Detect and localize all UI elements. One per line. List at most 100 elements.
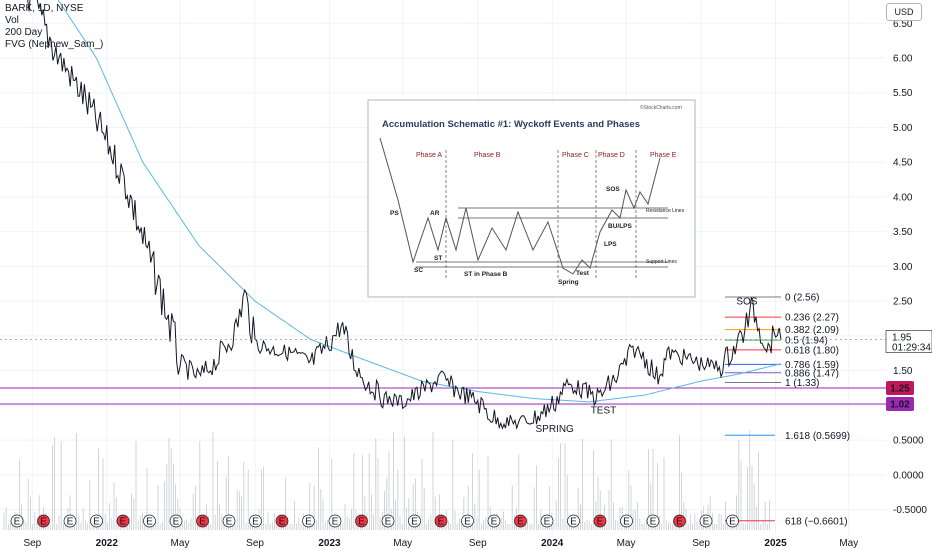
x-tick-label: May (171, 538, 190, 549)
event-marker (408, 514, 421, 528)
event-marker-letter: E (650, 517, 657, 528)
wyckoff-annotations: SOS SPRING TEST (535, 297, 757, 435)
fib-level-label: 1 (1.33) (785, 378, 819, 389)
x-tick-label: Sep (246, 538, 264, 549)
event-marker (37, 514, 50, 528)
y-tick-label: 5.50 (893, 88, 913, 99)
fib-level-label: 1.618 (0.5699) (785, 431, 850, 442)
indicator-200-day[interactable]: 200 Day (5, 27, 43, 38)
inset-frame (367, 99, 696, 298)
indicator-fvg[interactable]: FVG (Nephew_Sam_) (5, 39, 104, 50)
event-marker-letter: E (173, 517, 180, 528)
grid-lines (0, 0, 886, 535)
event-marker (699, 514, 713, 528)
annotation-label: TEST (591, 406, 617, 417)
x-tick-label: 2024 (541, 538, 564, 549)
inset-event-label: LPS (604, 241, 617, 248)
level-badge-label: 1.02 (890, 400, 910, 411)
event-marker-letter: E (438, 517, 445, 528)
y-tick-label: 3.00 (893, 262, 913, 273)
level-badge-label: 1.25 (890, 384, 910, 395)
x-tick-label: Sep (692, 538, 710, 549)
event-marker-letter: E (570, 517, 577, 528)
x-tick-label: 2025 (764, 538, 787, 549)
event-marker (275, 514, 289, 528)
y-tick-label: 3.50 (893, 227, 913, 238)
inset-phase-label: Phase A (416, 152, 442, 159)
event-marker-letter: E (305, 517, 312, 528)
price-label-box (885, 330, 932, 353)
event-marker (249, 514, 262, 528)
event-marker (620, 514, 633, 528)
event-marker-letter: E (252, 517, 259, 528)
event-marker (10, 514, 24, 528)
x-tick-label: Sep (23, 538, 41, 549)
event-marker-letter: E (120, 517, 127, 528)
event-marker (514, 514, 527, 528)
fib-level-label: 0.382 (2.09) (785, 325, 839, 336)
event-marker (355, 514, 368, 528)
time-axis[interactable]: Sep 2022 May Sep 2023 May Sep 2024 May Sep 2025 May (0, 535, 932, 550)
price-label-value: 1.95 (892, 332, 912, 343)
y-tick-label: -0.5000 (893, 505, 927, 516)
inset-event-label: BU/LPS (608, 223, 633, 230)
support-levels (0, 387, 886, 405)
inset-event-label: SC (414, 267, 423, 274)
symbol-title[interactable]: BARK, 1D, NYSE (5, 3, 84, 14)
event-marker-letter: E (676, 517, 683, 528)
fib-level-label: 618 (−0.6601) (785, 516, 848, 527)
inset-event-label: SOS (606, 186, 620, 193)
event-marker-letter: E (226, 517, 233, 528)
event-marker-letter: E (544, 517, 551, 528)
inset-event-label: ST (434, 255, 442, 262)
price-axis[interactable]: 6.506.005.505.004.504.003.503.002.502.00… (885, 0, 932, 535)
wyckoff-schematic-inset: ©StockCharts.com Accumulation Schematic #… (367, 99, 696, 298)
fib-level-label: 0 (2.56) (785, 293, 819, 304)
indicator-vol[interactable]: Vol (5, 15, 19, 26)
inset-resistance-label: Resistance Lines (646, 208, 685, 214)
event-marker-letter: E (67, 517, 74, 528)
event-marker-letter: E (385, 517, 392, 528)
fib-level-label: 0.5 (1.94) (785, 336, 828, 347)
event-marker (143, 514, 156, 528)
inset-support-label: Support Lines (646, 259, 677, 265)
event-marker-letter: E (332, 517, 339, 528)
y-tick-label: 1.50 (893, 366, 913, 377)
event-marker-letter: E (199, 517, 206, 528)
y-tick-label: 0.5000 (893, 436, 924, 447)
event-marker (673, 514, 686, 528)
event-marker-letter: E (517, 517, 524, 528)
event-marker-letter: E (93, 517, 100, 528)
annotation-label: SOS (736, 297, 757, 308)
inset-event-label: Test (576, 270, 590, 277)
event-marker (461, 514, 474, 528)
y-tick-label: 4.00 (893, 192, 913, 203)
event-marker (567, 514, 580, 528)
event-marker-letter: E (464, 517, 471, 528)
inset-event-label: PS (390, 210, 399, 217)
inset-credit: ©StockCharts.com (640, 104, 682, 111)
fib-level-label: 0.618 (1.80) (785, 345, 839, 356)
annotation-label: SPRING (535, 424, 574, 435)
event-marker-letter: E (146, 517, 153, 528)
x-tick-label: May (617, 538, 636, 549)
fibonacci-retracement[interactable]: 0 (2.56) 0.236 (2.27)0.382 (2.09)0.5 (1.9… (724, 293, 850, 528)
y-tick-label: 2.50 (893, 297, 913, 308)
x-tick-label: May (393, 538, 412, 549)
event-marker-letter: E (491, 517, 498, 528)
event-marker-letter: E (729, 517, 736, 528)
currency-button[interactable]: USD (886, 3, 922, 21)
inset-price-path (379, 137, 661, 275)
inset-event-label: ST in Phase B (464, 271, 508, 278)
level-badge (886, 381, 914, 396)
price-series (0, 0, 886, 431)
y-tick-label: 0.0000 (893, 470, 924, 481)
price-line (27, 0, 782, 431)
x-tick-label: Sep (469, 538, 487, 549)
event-marker (381, 514, 395, 528)
event-marker (302, 514, 315, 528)
inset-phase-label: Phase E (650, 152, 677, 159)
ma-200-day-line (57, 0, 782, 403)
